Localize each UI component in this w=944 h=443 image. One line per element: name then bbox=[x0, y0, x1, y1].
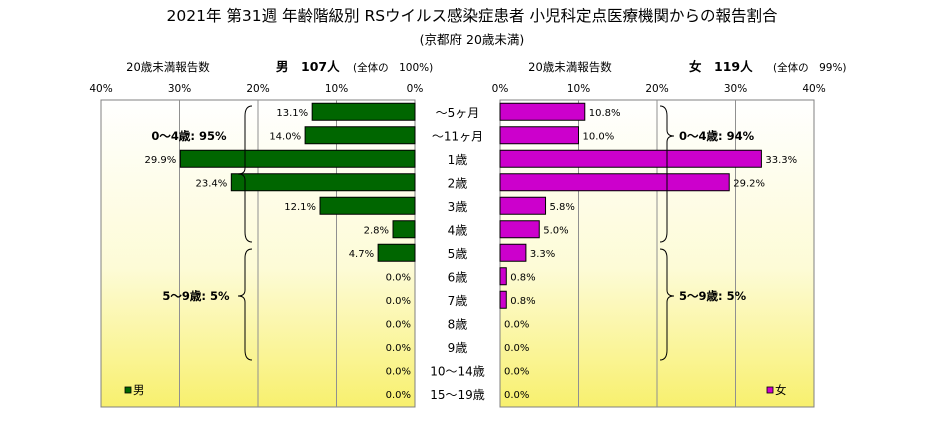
value-label-male: 0.0% bbox=[386, 343, 411, 354]
axis-tick-label: 40% bbox=[89, 83, 112, 95]
value-label-female: 0.8% bbox=[510, 272, 535, 283]
value-label-female: 0.0% bbox=[504, 366, 529, 377]
value-label-female: 0.0% bbox=[504, 390, 529, 401]
value-label-female: 0.0% bbox=[504, 343, 529, 354]
value-label-female: 0.8% bbox=[510, 296, 535, 307]
bar-male bbox=[377, 243, 416, 262]
value-label-female: 3.3% bbox=[530, 249, 555, 260]
bar-male bbox=[392, 220, 416, 239]
category-label: 3歳 bbox=[448, 200, 468, 214]
female-group-label-0-4: 0～4歳: 94% bbox=[679, 129, 755, 143]
male-header-share: (全体の 100%) bbox=[353, 61, 433, 74]
bar-male bbox=[319, 196, 416, 215]
female-header-label: 20歳未満報告数 bbox=[528, 60, 612, 74]
female-group-label-5-9: 5～9歳: 5% bbox=[679, 289, 747, 303]
bar-female bbox=[499, 290, 507, 309]
bar-female bbox=[499, 196, 547, 215]
category-labels: ～5ヶ月 ～11ヶ月 1歳 2歳 3歳 4歳 5歳 6歳 7歳 8歳 9歳 10～14歳 15～19歳 bbox=[430, 106, 485, 402]
bars bbox=[179, 102, 762, 309]
value-label-female: 5.8% bbox=[550, 202, 575, 213]
male-group-label-5-9: 5～9歳: 5% bbox=[162, 289, 230, 303]
value-label-male: 0.0% bbox=[386, 319, 411, 330]
female-header-share: (全体の 99%) bbox=[773, 61, 847, 74]
value-label-male: 12.1% bbox=[284, 202, 316, 213]
bar-female bbox=[499, 220, 540, 239]
female-legend-label: 女 bbox=[775, 383, 787, 397]
axis-tick-label: 0% bbox=[492, 83, 509, 95]
value-label-female: 29.2% bbox=[733, 178, 765, 189]
female-header-count: 女 119人 bbox=[689, 59, 753, 74]
value-label-female: 5.0% bbox=[543, 225, 568, 236]
axis-tick-label: 30% bbox=[168, 83, 191, 95]
category-label: 7歳 bbox=[448, 294, 468, 308]
bar-female bbox=[499, 243, 527, 262]
male-legend-swatch bbox=[124, 386, 132, 394]
male-group-label-0-4: 0～4歳: 95% bbox=[151, 129, 227, 143]
category-label: 15～19歳 bbox=[430, 388, 485, 402]
bar-male bbox=[311, 102, 416, 121]
axis-tick-labels: 40% 30% 20% 10% 0% 0% 10% 20% 30% 40% bbox=[89, 83, 825, 95]
axis-tick-label: 20% bbox=[246, 83, 269, 95]
bar-female bbox=[499, 126, 579, 145]
axis-tick-label: 40% bbox=[802, 83, 825, 95]
category-label: 5歳 bbox=[448, 247, 468, 261]
category-label: 6歳 bbox=[448, 270, 468, 284]
value-label-female: 0.0% bbox=[504, 319, 529, 330]
axis-tick-label: 10% bbox=[325, 83, 348, 95]
category-label: 10～14歳 bbox=[430, 364, 485, 378]
value-label-male: 0.0% bbox=[386, 390, 411, 401]
value-labels: 13.1% 14.0% 29.9% 23.4% 12.1% 2.8% 4.7% 0.0% 0.0… bbox=[145, 108, 798, 401]
axis-tick-label: 20% bbox=[645, 83, 668, 95]
category-label: 9歳 bbox=[448, 341, 468, 355]
value-label-female: 10.8% bbox=[589, 108, 621, 119]
bar-female bbox=[499, 102, 586, 121]
bar-male bbox=[179, 149, 416, 168]
category-label: ～11ヶ月 bbox=[432, 129, 483, 143]
value-label-male: 2.8% bbox=[364, 225, 389, 236]
male-header-label: 20歳未満報告数 bbox=[126, 60, 210, 74]
value-label-female: 33.3% bbox=[765, 155, 797, 166]
category-label: 4歳 bbox=[448, 223, 468, 237]
value-label-male: 0.0% bbox=[386, 272, 411, 283]
axis-tick-label: 30% bbox=[724, 83, 747, 95]
value-label-female: 10.0% bbox=[583, 131, 615, 142]
value-label-male: 14.0% bbox=[269, 131, 301, 142]
male-brace-0-4 bbox=[237, 105, 253, 243]
bar-male bbox=[230, 173, 416, 192]
category-label: 2歳 bbox=[448, 176, 468, 190]
female-brace-0-4 bbox=[659, 105, 675, 243]
male-header-count: 男 107人 bbox=[276, 59, 340, 74]
value-label-male: 23.4% bbox=[196, 178, 228, 189]
male-legend-label: 男 bbox=[133, 383, 145, 397]
female-legend-swatch bbox=[766, 386, 774, 394]
value-label-male: 29.9% bbox=[145, 155, 177, 166]
female-brace-5-9 bbox=[659, 248, 675, 361]
bar-female bbox=[499, 149, 762, 168]
chart-title: 2021年 第31週 年齢階級別 RSウイルス感染症患者 小児科定点医療機関から… bbox=[167, 7, 778, 25]
value-label-male: 0.0% bbox=[386, 366, 411, 377]
axis-tick-label: 10% bbox=[567, 83, 590, 95]
chart-subtitle: (京都府 20歳未満) bbox=[420, 32, 525, 47]
category-label: 1歳 bbox=[448, 153, 468, 167]
value-label-male: 13.1% bbox=[276, 108, 308, 119]
bar-female bbox=[499, 267, 507, 286]
category-label: ～5ヶ月 bbox=[436, 106, 480, 120]
value-label-male: 0.0% bbox=[386, 296, 411, 307]
axis-tick-label: 0% bbox=[407, 83, 424, 95]
male-brace-5-9 bbox=[237, 248, 253, 361]
bar-male bbox=[304, 126, 416, 145]
category-label: 8歳 bbox=[448, 317, 468, 331]
bar-female bbox=[499, 173, 730, 192]
value-label-male: 4.7% bbox=[349, 249, 374, 260]
